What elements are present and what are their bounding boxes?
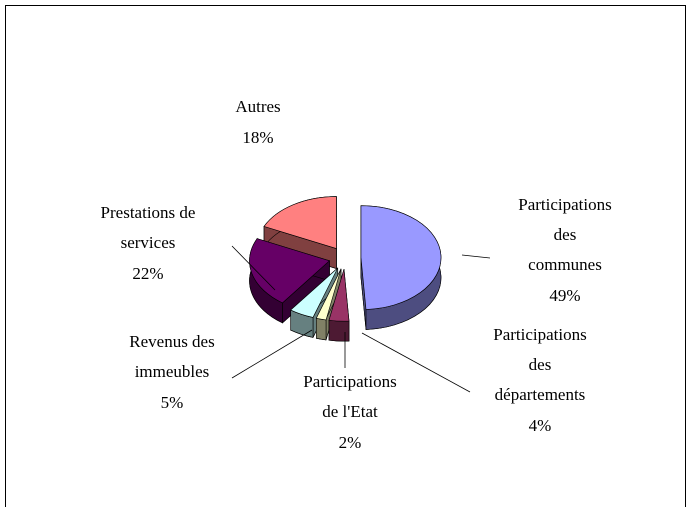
slice-top	[360, 205, 442, 310]
slice-label-line: immeubles	[135, 362, 210, 381]
slice-label-line: des	[529, 355, 552, 374]
slice-label-line: départements	[495, 385, 586, 404]
slice-label-line: Prestations de	[101, 203, 196, 222]
slice-side	[316, 317, 327, 341]
slice-label-line: de l'Etat	[322, 402, 378, 421]
slice-label-line: des	[554, 225, 577, 244]
slice-label: Prestations de services	[101, 203, 196, 252]
slice-top	[290, 267, 339, 318]
slice-label-line: Participations	[518, 195, 611, 214]
leader-line	[231, 245, 276, 291]
slice-top	[249, 238, 331, 304]
leader-line	[361, 332, 471, 393]
pie-slice	[249, 237, 331, 324]
slice-top	[263, 196, 337, 249]
leader-line	[231, 329, 313, 379]
slice-label: Autres	[235, 97, 280, 116]
slice-top	[328, 269, 350, 322]
chart-frame	[5, 5, 686, 507]
slice-label-line: Participations	[493, 325, 586, 344]
slice-label-line: communes	[528, 255, 602, 274]
slice-top	[315, 268, 342, 321]
slice-value-label: 18%	[242, 128, 273, 147]
slice-label-line: Autres	[235, 97, 280, 116]
pie-slice	[360, 205, 442, 330]
slice-label-line: Revenus des	[129, 332, 214, 351]
slice-label-line: services	[121, 233, 176, 252]
slice-value-label: 2%	[339, 433, 362, 452]
slice-label: Participations de l'Etat	[303, 372, 396, 421]
leader-line	[461, 254, 491, 259]
slice-value-label: 49%	[549, 286, 580, 305]
slice-value-label: 5%	[161, 393, 184, 412]
slice-label: Participations des communes	[518, 195, 611, 274]
slice-side	[328, 319, 350, 342]
slice-value-label: 4%	[529, 416, 552, 435]
pie-slice	[328, 269, 350, 342]
slice-label: Participations des départements	[493, 325, 586, 404]
slice-label: Revenus des immeubles	[129, 332, 214, 381]
slice-value-label: 22%	[132, 264, 163, 283]
slice-label-line: Participations	[303, 372, 396, 391]
